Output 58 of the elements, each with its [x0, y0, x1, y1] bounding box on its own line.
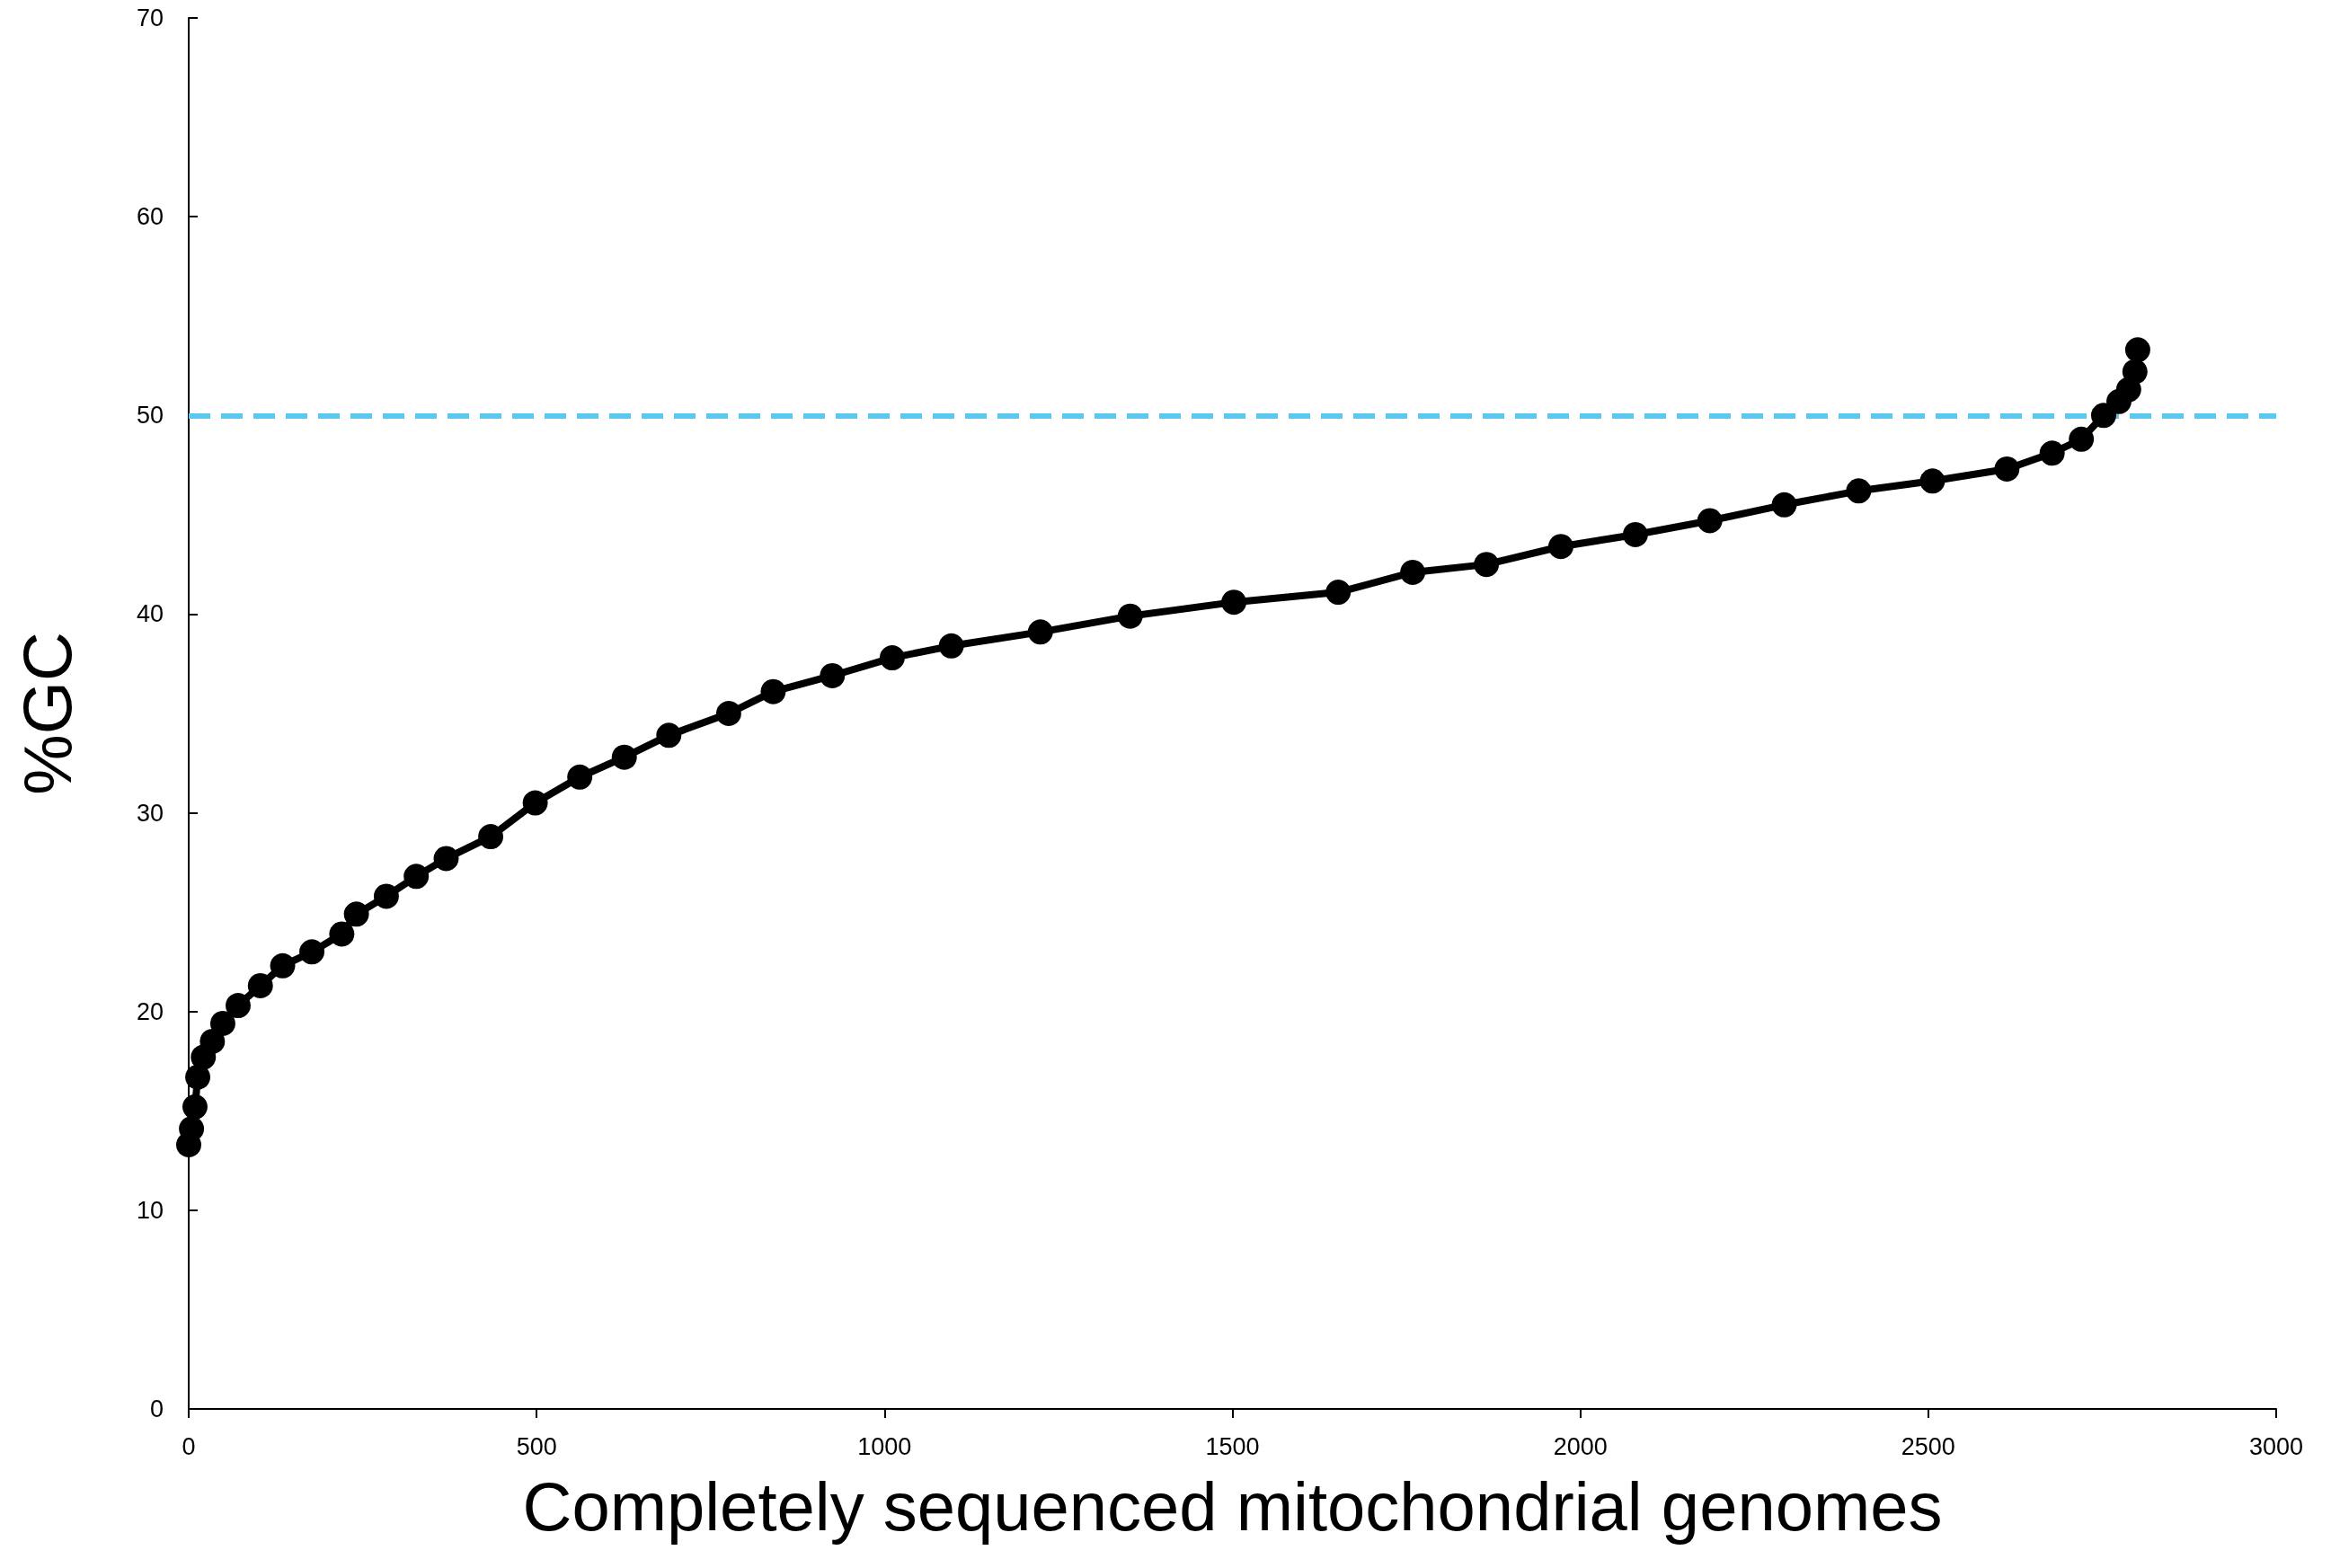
- point: [2039, 440, 2065, 466]
- point: [182, 1094, 208, 1120]
- point: [760, 678, 786, 704]
- point: [1846, 478, 1872, 504]
- point: [209, 1010, 235, 1036]
- x-axis-title: Completely sequenced mitochondrial genomes: [522, 1467, 1943, 1545]
- point: [433, 846, 459, 872]
- point: [1919, 468, 1945, 494]
- y-tick-label: 50: [136, 402, 164, 430]
- point: [270, 952, 296, 979]
- point: [1622, 521, 1648, 547]
- point: [938, 633, 964, 659]
- point: [1697, 508, 1723, 534]
- y-tick-label: 0: [149, 1395, 164, 1422]
- x-tick-label: 1000: [857, 1432, 912, 1460]
- y-tick-label: 70: [136, 4, 164, 31]
- point: [611, 744, 637, 770]
- point: [1400, 560, 1426, 585]
- point: [185, 1064, 211, 1090]
- point: [2124, 337, 2150, 363]
- point: [656, 722, 682, 749]
- y-axis-title: %GC: [8, 632, 85, 795]
- point: [522, 790, 548, 816]
- point: [1221, 589, 1247, 616]
- point: [2069, 426, 2095, 452]
- point: [373, 883, 399, 909]
- point: [199, 1028, 226, 1054]
- point: [1548, 534, 1573, 560]
- point: [299, 939, 325, 965]
- point: [343, 901, 369, 927]
- x-tick-label: 2000: [1553, 1432, 1608, 1460]
- y-tick-label: 40: [136, 600, 164, 628]
- point: [715, 701, 741, 726]
- point: [2090, 403, 2116, 429]
- x-tick-label: 0: [182, 1432, 196, 1460]
- x-tick-label: 2500: [1901, 1432, 1955, 1460]
- point: [820, 662, 846, 688]
- point: [247, 972, 273, 998]
- point: [2122, 359, 2148, 385]
- point: [1027, 619, 1053, 645]
- x-tick-label: 1500: [1205, 1432, 1260, 1460]
- point: [1474, 552, 1500, 578]
- point: [879, 645, 905, 671]
- y-tick-label: 10: [136, 1196, 164, 1224]
- point: [403, 864, 430, 890]
- x-tick-label: 3000: [2248, 1432, 2304, 1460]
- point: [1325, 580, 1352, 606]
- point: [1994, 456, 2020, 482]
- point: [1117, 603, 1143, 629]
- y-tick-label: 20: [136, 997, 164, 1025]
- y-tick-label: 30: [136, 799, 164, 827]
- point: [226, 993, 251, 1019]
- y-tick-label: 60: [136, 203, 164, 231]
- point: [329, 921, 355, 947]
- point: [1771, 492, 1797, 518]
- point: [478, 824, 504, 850]
- x-tick-label: 500: [516, 1432, 557, 1460]
- point: [567, 764, 593, 790]
